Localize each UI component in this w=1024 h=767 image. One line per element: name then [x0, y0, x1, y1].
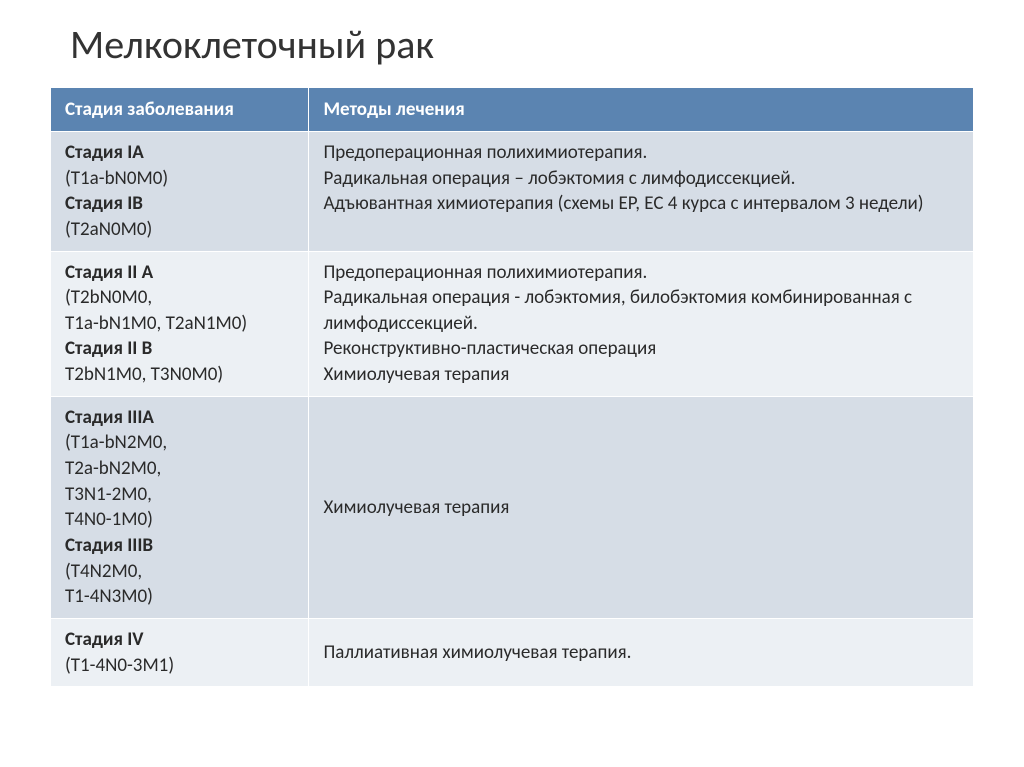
- method-line: Адъювантная химиотерапия (схемы EP, EC 4…: [323, 192, 923, 215]
- stage-code: (T2bN0M0,: [65, 286, 152, 309]
- stage-code: (T4N2M0,: [65, 560, 142, 583]
- table-row: Стадия IA (T1a-bN0M0) Стадия IB (T2aN0M0…: [51, 132, 974, 252]
- stage-cell: Стадия IIIA (T1a-bN2M0, T2a-bN2M0, T3N1-…: [51, 396, 309, 618]
- stage-title: Стадия IB: [65, 192, 143, 215]
- table-header-row: Стадия заболевания Методы лечения: [51, 88, 974, 132]
- method-line: Радикальная операция - лобэктомия, билоб…: [323, 286, 912, 335]
- stage-code: T3N1-2M0,: [65, 483, 152, 506]
- stage-code: T1-4N3M0): [65, 585, 153, 608]
- stage-cell: Стадия II A (T2bN0M0, T1a-bN1M0, T2aN1M0…: [51, 251, 309, 396]
- treatment-table: Стадия заболевания Методы лечения Стадия…: [50, 87, 974, 687]
- stage-code: (T1-4N0-3M1): [65, 654, 174, 677]
- stage-title: Стадия II A: [65, 261, 153, 284]
- table-row: Стадия IV (T1-4N0-3M1) Паллиативная хими…: [51, 618, 974, 686]
- method-cell: Паллиативная химиолучевая терапия.: [309, 618, 974, 686]
- method-cell: Предоперационная полихимиотерапия. Радик…: [309, 132, 974, 252]
- stage-cell: Стадия IA (T1a-bN0M0) Стадия IB (T2aN0M0…: [51, 132, 309, 252]
- method-line: Предоперационная полихимиотерапия.: [323, 261, 647, 284]
- stage-title: Стадия II B: [65, 337, 152, 360]
- table-row: Стадия IIIA (T1a-bN2M0, T2a-bN2M0, T3N1-…: [51, 396, 974, 618]
- stage-code: T2bN1M0, T3N0M0): [65, 363, 223, 386]
- method-cell: Предоперационная полихимиотерапия. Радик…: [309, 251, 974, 396]
- stage-title: Стадия IV: [65, 628, 144, 651]
- stage-title: Стадия IIIB: [65, 534, 153, 557]
- method-line: Химиолучевая терапия: [323, 496, 509, 519]
- table-row: Стадия II A (T2bN0M0, T1a-bN1M0, T2aN1M0…: [51, 251, 974, 396]
- header-method: Методы лечения: [309, 88, 974, 132]
- method-cell: Химиолучевая терапия: [309, 396, 974, 618]
- slide-title: Мелкоклеточный рак: [50, 20, 974, 69]
- stage-code: T2a-bN2M0,: [65, 457, 161, 480]
- slide: Мелкоклеточный рак Стадия заболевания Ме…: [0, 0, 1024, 767]
- method-line: Радикальная операция – лобэктомия с лимф…: [323, 167, 795, 190]
- stage-title: Стадия IA: [65, 141, 144, 164]
- stage-code: (T1a-bN0M0): [65, 167, 168, 190]
- stage-cell: Стадия IV (T1-4N0-3M1): [51, 618, 309, 686]
- stage-code: (T1a-bN2M0,: [65, 431, 167, 454]
- method-line: Предоперационная полихимиотерапия.: [323, 141, 647, 164]
- method-line: Паллиативная химиолучевая терапия.: [323, 641, 631, 664]
- stage-code: T4N0-1M0): [65, 508, 153, 531]
- method-line: Реконструктивно-пластическая операция: [323, 337, 656, 360]
- header-stage: Стадия заболевания: [51, 88, 309, 132]
- stage-code: (T2aN0M0): [65, 218, 152, 241]
- stage-code: T1a-bN1M0, T2aN1M0): [65, 312, 247, 335]
- method-line: Химиолучевая терапия: [323, 363, 509, 386]
- stage-title: Стадия IIIA: [65, 406, 154, 429]
